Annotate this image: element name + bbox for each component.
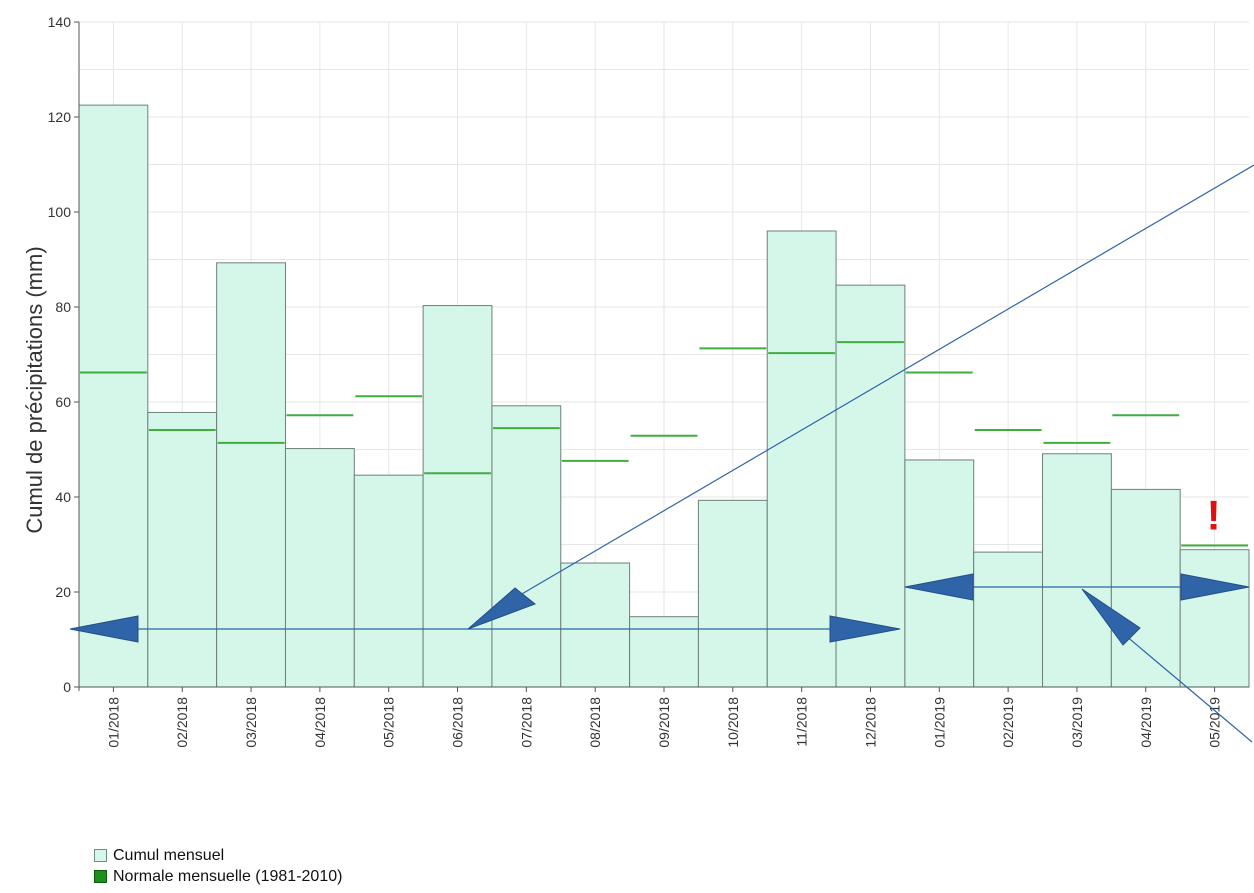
bar-cumul bbox=[629, 616, 699, 688]
arrow-head-right bbox=[829, 615, 901, 643]
bar-cumul bbox=[1179, 549, 1250, 688]
y-tick-label: 80 bbox=[55, 299, 71, 315]
x-tick-label: 02/2018 bbox=[174, 697, 190, 748]
x-tick-label: 08/2018 bbox=[587, 697, 603, 748]
bar-cumul bbox=[1110, 488, 1181, 688]
bar-cumul bbox=[973, 551, 1044, 688]
y-tick-label: 60 bbox=[55, 394, 71, 410]
legend: Cumul mensuel Normale mensuelle (1981-20… bbox=[94, 845, 342, 887]
bar-cumul bbox=[78, 104, 149, 688]
x-tick-label: 07/2018 bbox=[518, 697, 534, 748]
x-tick-label: 04/2019 bbox=[1138, 697, 1154, 748]
x-tick-label: 03/2019 bbox=[1069, 697, 1085, 748]
x-tick-label: 01/2018 bbox=[105, 697, 121, 748]
x-tick-label: 01/2019 bbox=[931, 697, 947, 748]
arrow-head-up bbox=[1081, 588, 1141, 646]
arrow-line-diagonal-2 bbox=[1124, 634, 1253, 743]
x-tick-label: 05/2019 bbox=[1207, 697, 1223, 748]
y-tick-labels: 0 20 40 60 80 100 120 140 bbox=[48, 14, 72, 695]
arrow-head-left-2 bbox=[904, 573, 974, 601]
x-tick-labels: 01/2018 02/2018 03/2018 04/2018 05/2018 06/20… bbox=[105, 697, 1222, 748]
bar-cumul bbox=[904, 459, 975, 688]
legend-swatch-cumul bbox=[94, 849, 107, 862]
y-tick-label: 40 bbox=[55, 489, 71, 505]
arrow-line-diagonal bbox=[514, 164, 1254, 599]
x-tick-label: 02/2019 bbox=[1000, 697, 1016, 748]
x-tick-label: 05/2018 bbox=[381, 697, 397, 748]
bar-cumul bbox=[216, 262, 286, 688]
bar-cumul bbox=[560, 562, 631, 688]
legend-item-normale: Normale mensuelle (1981-2010) bbox=[94, 866, 342, 887]
legend-item-cumul: Cumul mensuel bbox=[94, 845, 342, 866]
bar-cumul bbox=[422, 305, 493, 688]
normal-lines-layer bbox=[80, 341, 1248, 547]
bar-cumul bbox=[697, 499, 768, 688]
legend-label-normale: Normale mensuelle (1981-2010) bbox=[113, 867, 343, 885]
x-tick-label: 12/2018 bbox=[862, 697, 878, 748]
x-tick-label: 10/2018 bbox=[725, 697, 741, 748]
y-tick-label: 120 bbox=[48, 109, 72, 125]
arrow-head-right-2 bbox=[1180, 573, 1250, 601]
x-tick-label: 06/2018 bbox=[450, 697, 466, 748]
bar-cumul bbox=[766, 230, 837, 688]
y-tick-label: 20 bbox=[55, 584, 71, 600]
bar-cumul bbox=[353, 474, 424, 688]
bar-cumul bbox=[491, 405, 562, 688]
x-tick-label: 04/2018 bbox=[312, 697, 328, 748]
x-tick-label: 03/2018 bbox=[243, 697, 259, 748]
x-tick-label: 09/2018 bbox=[656, 697, 672, 748]
arrow-head-left bbox=[69, 615, 139, 643]
x-tick-label: 11/2018 bbox=[794, 697, 810, 747]
arrow-head-diagonal bbox=[467, 587, 537, 630]
legend-label-cumul: Cumul mensuel bbox=[113, 846, 225, 864]
y-tick-label: 0 bbox=[63, 679, 71, 695]
y-axis-label: Cumul de précipitations (mm) bbox=[22, 246, 47, 533]
bar-cumul bbox=[147, 411, 218, 688]
axes-layer bbox=[74, 21, 1249, 692]
bar-cumul bbox=[284, 448, 355, 688]
bars-layer bbox=[78, 104, 1250, 688]
y-tick-label: 100 bbox=[48, 204, 72, 220]
arrows-layer bbox=[69, 164, 1254, 743]
legend-swatch-normale bbox=[94, 870, 107, 883]
y-tick-label: 140 bbox=[48, 14, 72, 30]
bar-cumul bbox=[1042, 453, 1112, 688]
warning-annotation: ! bbox=[1207, 492, 1221, 539]
